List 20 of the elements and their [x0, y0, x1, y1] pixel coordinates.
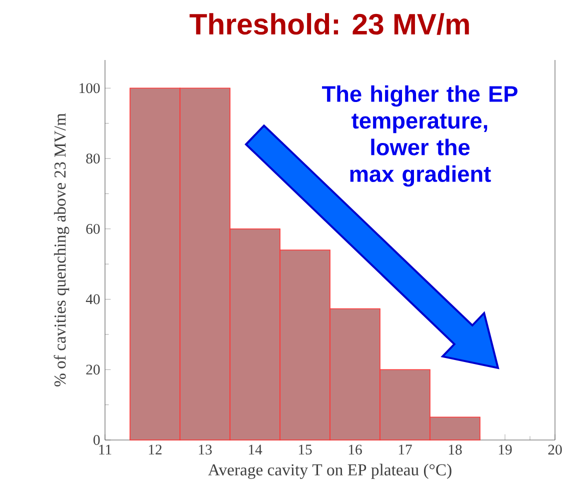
x-tick-label: 12 — [148, 444, 162, 454]
y-tick-label: 100 — [80, 83, 100, 94]
x-tick-label: 14 — [248, 444, 262, 454]
x-axis-title: Average cavity T on EP plateau (°C) — [208, 464, 452, 479]
x-tick-label: 13 — [198, 444, 212, 455]
annotation: The higher the EP temperature, lower the max gradient — [322, 85, 518, 187]
x-tick-label: 11 — [99, 444, 112, 454]
x-tick-label: 16 — [348, 444, 362, 455]
x-tick-label: 17 — [398, 444, 412, 454]
y-tick-label: 40 — [86, 294, 100, 304]
y-axis-title: % of cavities quenching above 23 MV/m — [54, 113, 70, 386]
y-tick-label: 0 — [94, 435, 100, 445]
y-tick-label: 60 — [86, 224, 100, 234]
x-tick-label: 15 — [298, 444, 312, 455]
chart-title: Threshold: 23 MV/m — [190, 13, 469, 35]
y-tick-label: 20 — [86, 364, 100, 375]
x-tick-label: 20 — [548, 444, 562, 455]
x-tick-label: 19 — [498, 444, 512, 455]
x-tick-label: 18 — [448, 444, 462, 455]
y-tick-label: 80 — [86, 154, 100, 164]
